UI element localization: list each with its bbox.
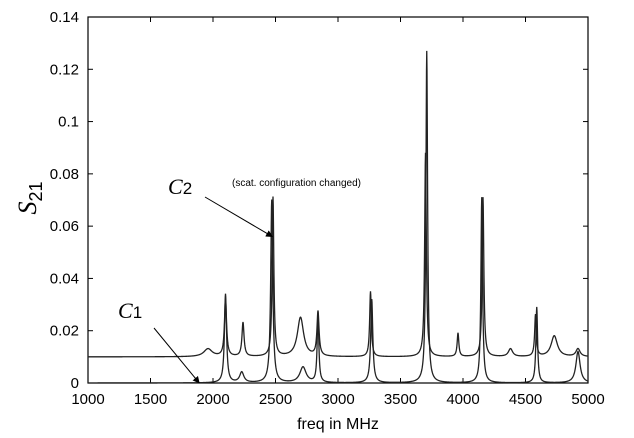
series-line-c1	[88, 50, 589, 384]
svg-text:S21: S21	[13, 181, 46, 214]
annotation-label-c1: C1	[118, 298, 142, 323]
x-tick-label: 4000	[446, 391, 479, 408]
y-tick-label: 0	[71, 375, 79, 392]
annotation-note: (scat. configuration changed)	[232, 178, 361, 189]
annotations: C2 (scat. configuration changed) C1	[118, 174, 361, 384]
x-tick-label: 2000	[196, 391, 229, 408]
y-axis-ticks: 0 0.02 0.04 0.06 0.08 0.1 0.12 0.14	[50, 9, 588, 392]
annotation-arrow-c1	[153, 327, 200, 384]
x-tick-label: 2500	[259, 391, 292, 408]
series-layer	[88, 50, 589, 384]
y-tick-label: 0.02	[50, 323, 79, 340]
y-tick-label: 0.12	[50, 61, 79, 78]
annotation-arrow-c2	[204, 196, 273, 238]
y-tick-label: 0.04	[50, 270, 79, 287]
x-tick-label: 3000	[321, 391, 354, 408]
y-axis-title-sub: 21	[26, 181, 46, 201]
y-axis-title-main: S	[13, 202, 42, 215]
plot-area	[87, 16, 589, 384]
x-axis-title: freq in MHz	[297, 416, 379, 433]
y-axis-title: S21	[13, 181, 46, 214]
y-tick-label: 0.14	[50, 9, 79, 26]
x-tick-label: 1000	[71, 391, 104, 408]
y-tick-label: 0.06	[50, 218, 79, 235]
x-tick-label: 5000	[571, 391, 604, 408]
x-tick-label: 4500	[509, 391, 542, 408]
annotation-label-c2: C2	[168, 174, 192, 199]
x-tick-label: 1500	[134, 391, 167, 408]
x-tick-label: 3500	[384, 391, 417, 408]
y-tick-label: 0.1	[58, 114, 79, 131]
x-axis-ticks: 1000 1500 2000 2500 3000 3500 4000 4500 5000	[71, 17, 605, 408]
series-line-c2	[88, 152, 589, 358]
y-tick-label: 0.08	[50, 166, 79, 183]
